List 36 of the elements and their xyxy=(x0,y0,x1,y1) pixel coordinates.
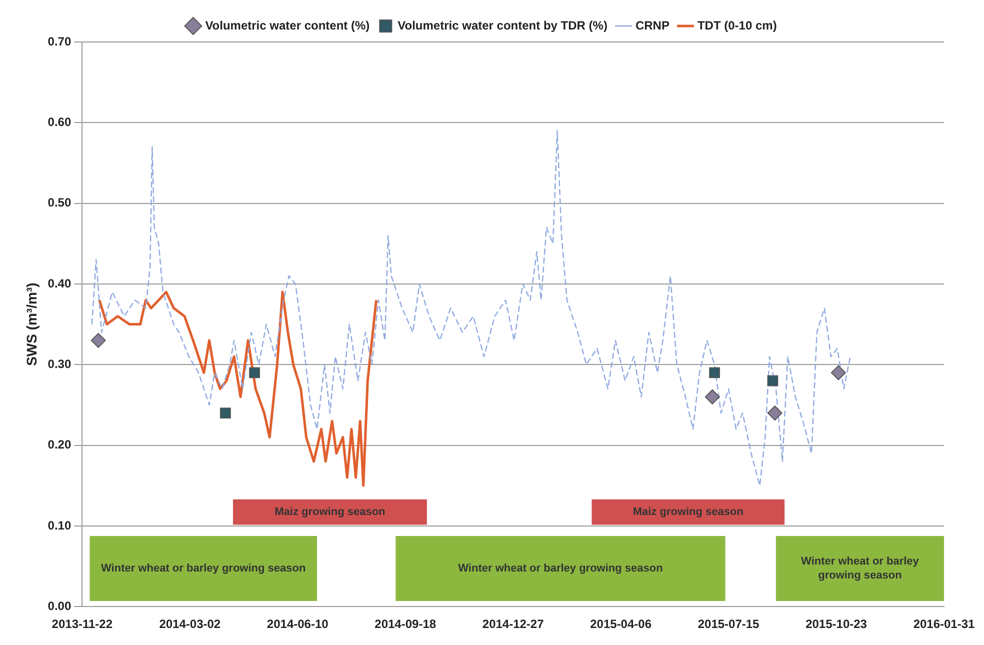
line-series xyxy=(91,130,851,486)
point xyxy=(249,367,260,378)
band-label: Winter wheat or barley growing season xyxy=(458,562,664,575)
legend-label: CRNP xyxy=(635,18,670,32)
x-tick-label: 2015-10-23 xyxy=(806,617,868,632)
y-tick-label: 0.70 xyxy=(48,34,72,48)
y-tick-label: 0.30 xyxy=(48,356,72,371)
x-tick-label: 2013-11-22 xyxy=(52,617,113,632)
x-tick-label: 2014-03-02 xyxy=(159,617,221,632)
y-tick-label: 0.60 xyxy=(48,114,72,129)
y-tick-label: 0.40 xyxy=(48,276,72,290)
y-axis-title: SWS (m³/m³) xyxy=(23,282,40,366)
point xyxy=(220,408,231,418)
legend-label: TDT (0-10 cm) xyxy=(697,18,777,32)
y-tick-label: 0.00 xyxy=(48,598,72,613)
point xyxy=(767,375,778,386)
y-tick-label: 0.10 xyxy=(48,518,72,532)
y-tick-label: 0.50 xyxy=(48,196,72,210)
x-tick-label: 2015-07-15 xyxy=(698,617,760,632)
band-label: Winter wheat or barley growing season xyxy=(801,556,920,582)
legend-label: Volumetric water content (%) xyxy=(205,18,370,32)
point xyxy=(90,332,106,348)
y-tick-label: 0.20 xyxy=(48,438,72,452)
point xyxy=(709,367,720,378)
x-tick-label: 2015-04-06 xyxy=(590,617,652,632)
band-label: Maiz growing season xyxy=(632,506,744,518)
legend-label: Volumetric water content by TDR (%) xyxy=(398,18,608,32)
point xyxy=(767,406,782,421)
band-label: Maiz growing season xyxy=(274,506,386,518)
point xyxy=(830,365,846,380)
x-tick-label: 2016-01-31 xyxy=(913,617,976,632)
x-tick-label: 2014-09-18 xyxy=(374,617,436,632)
x-tick-label: 2014-12-27 xyxy=(482,617,544,632)
x-tick-label: 2014-06-10 xyxy=(266,617,329,632)
band-label: Winter wheat or barley growing season xyxy=(101,562,306,575)
point xyxy=(704,389,720,404)
